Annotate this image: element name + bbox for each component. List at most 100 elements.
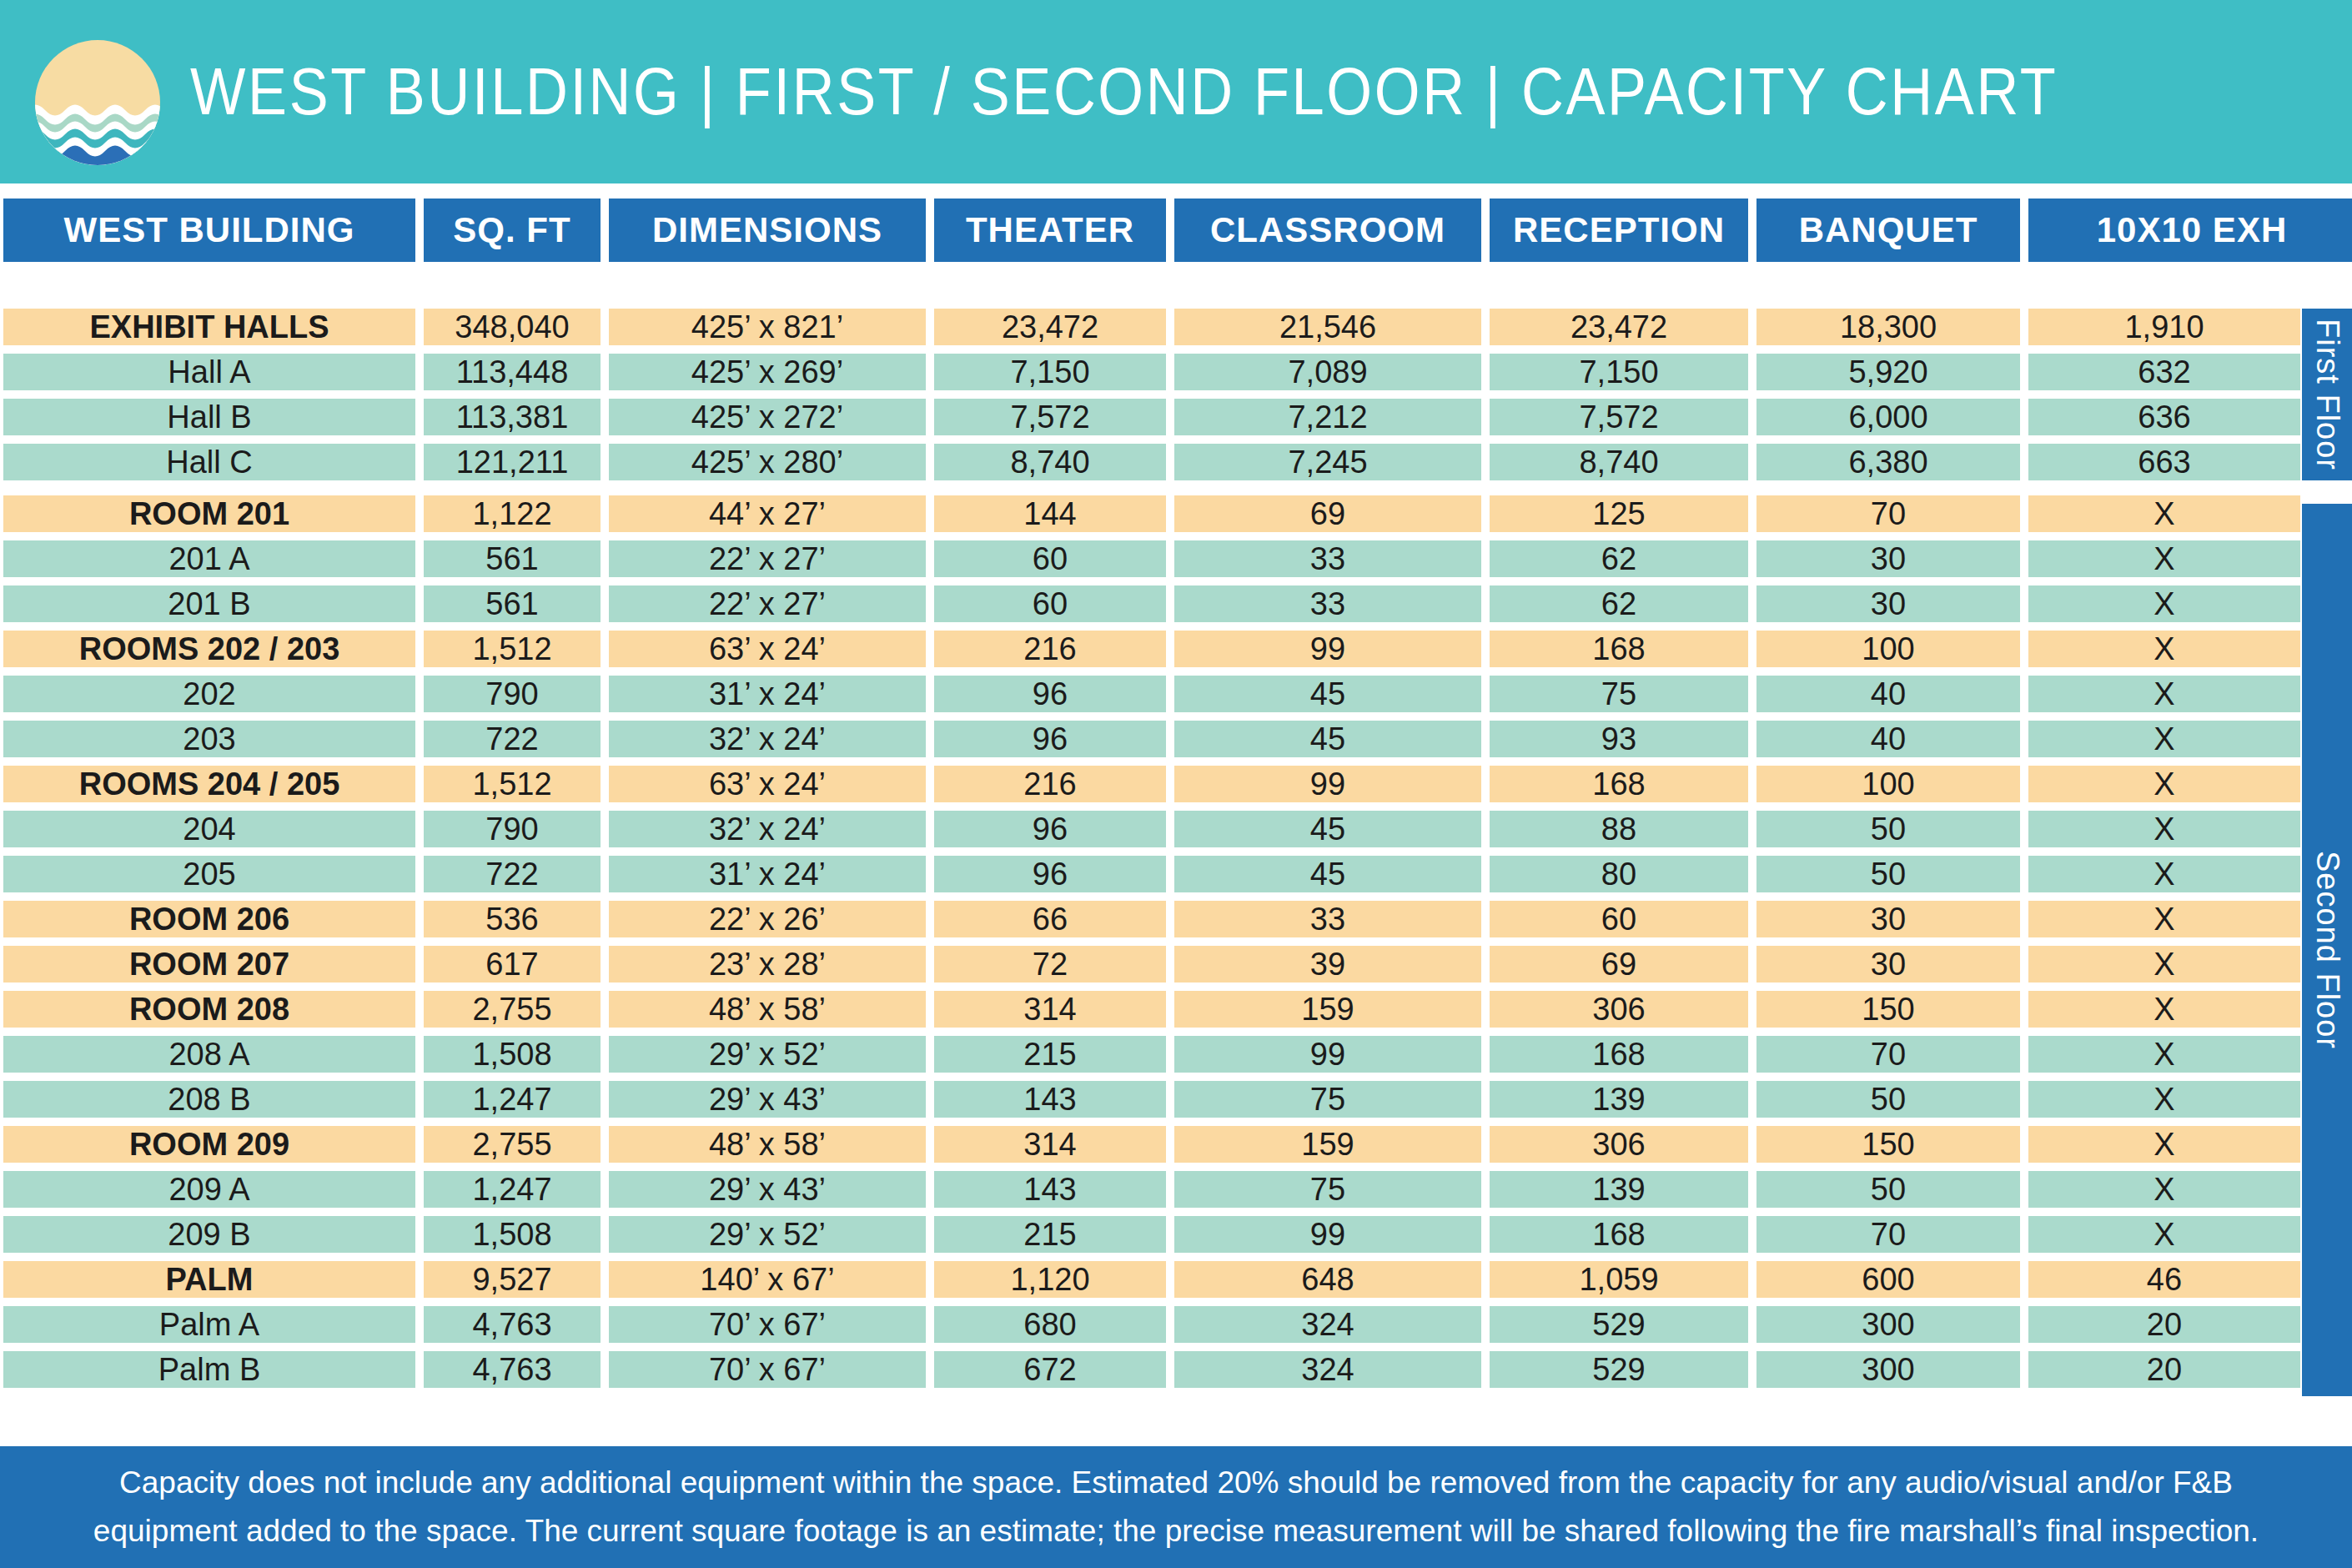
value-cell-theater: 66 bbox=[934, 901, 1166, 937]
value-cell-reception: 168 bbox=[1490, 766, 1748, 802]
value-cell-banquet: 600 bbox=[1756, 1261, 2020, 1298]
value-cell-sq-ft: 348,040 bbox=[424, 309, 601, 345]
value-cell-theater: 8,740 bbox=[934, 444, 1166, 480]
value-cell-classroom: 33 bbox=[1174, 585, 1481, 622]
value-cell-classroom: 99 bbox=[1174, 631, 1481, 667]
first-floor-label: First Floor bbox=[2309, 319, 2345, 470]
value-cell-theater: 96 bbox=[934, 811, 1166, 847]
header-cell-reception: RECEPTION bbox=[1490, 199, 1748, 262]
value-cell-theater: 1,120 bbox=[934, 1261, 1166, 1298]
value-cell-theater: 96 bbox=[934, 856, 1166, 892]
value-cell-theater: 23,472 bbox=[934, 309, 1166, 345]
row-name-cell: 201 A bbox=[3, 540, 415, 577]
value-cell-reception: 75 bbox=[1490, 676, 1748, 712]
value-cell-sq-ft: 1,122 bbox=[424, 495, 601, 532]
header-cell-west-building: WEST BUILDING bbox=[3, 199, 415, 262]
row-name-cell: 209 B bbox=[3, 1216, 415, 1253]
second-floor-label-bar: Second Floor bbox=[2302, 504, 2352, 1396]
row-name-cell: EXHIBIT HALLS bbox=[3, 309, 415, 345]
value-cell-classroom: 324 bbox=[1174, 1306, 1481, 1343]
value-cell-theater: 680 bbox=[934, 1306, 1166, 1343]
row-name-cell: ROOM 209 bbox=[3, 1126, 415, 1163]
value-cell-theater: 144 bbox=[934, 495, 1166, 532]
capacity-chart-page: WEST BUILDING | FIRST / SECOND FLOOR | C… bbox=[0, 0, 2352, 1568]
table-row-201-b: 201 B56122’ x 27’60336230X bbox=[3, 585, 2300, 622]
value-cell-reception: 7,150 bbox=[1490, 354, 1748, 390]
value-cell-theater: 314 bbox=[934, 991, 1166, 1028]
value-cell-sq-ft: 790 bbox=[424, 811, 601, 847]
table-row-hall-a: Hall A113,448425’ x 269’7,1507,0897,1505… bbox=[3, 354, 2300, 390]
value-cell-10x10-exh: X bbox=[2028, 1036, 2300, 1073]
value-cell-theater: 96 bbox=[934, 721, 1166, 757]
value-cell-sq-ft: 121,211 bbox=[424, 444, 601, 480]
value-cell-banquet: 6,380 bbox=[1756, 444, 2020, 480]
table-row-room-206: ROOM 20653622’ x 26’66336030X bbox=[3, 901, 2300, 937]
value-cell-sq-ft: 113,381 bbox=[424, 399, 601, 435]
value-cell-reception: 529 bbox=[1490, 1306, 1748, 1343]
value-cell-reception: 125 bbox=[1490, 495, 1748, 532]
value-cell-dimensions: 70’ x 67’ bbox=[609, 1306, 926, 1343]
row-name-cell: Hall A bbox=[3, 354, 415, 390]
row-name-cell: ROOMS 202 / 203 bbox=[3, 631, 415, 667]
table-row-room-201: ROOM 2011,12244’ x 27’1446912570X bbox=[3, 495, 2300, 532]
footer-note-line2: equipment added to the space. The curren… bbox=[0, 1510, 2352, 1553]
value-cell-10x10-exh: 1,910 bbox=[2028, 309, 2300, 345]
value-cell-reception: 62 bbox=[1490, 540, 1748, 577]
value-cell-dimensions: 29’ x 52’ bbox=[609, 1036, 926, 1073]
row-name-cell: 202 bbox=[3, 676, 415, 712]
value-cell-banquet: 70 bbox=[1756, 1036, 2020, 1073]
header-cell-theater: THEATER bbox=[934, 199, 1166, 262]
table-row-room-208: ROOM 2082,75548’ x 58’314159306150X bbox=[3, 991, 2300, 1028]
value-cell-dimensions: 22’ x 27’ bbox=[609, 540, 926, 577]
value-cell-reception: 529 bbox=[1490, 1351, 1748, 1388]
value-cell-banquet: 50 bbox=[1756, 856, 2020, 892]
table-row-208-b: 208 B1,24729’ x 43’1437513950X bbox=[3, 1081, 2300, 1118]
value-cell-sq-ft: 1,512 bbox=[424, 766, 601, 802]
value-cell-theater: 143 bbox=[934, 1171, 1166, 1208]
value-cell-dimensions: 425’ x 269’ bbox=[609, 354, 926, 390]
value-cell-theater: 672 bbox=[934, 1351, 1166, 1388]
table-row-exhibit-halls: EXHIBIT HALLS348,040425’ x 821’23,47221,… bbox=[3, 309, 2300, 345]
value-cell-10x10-exh: X bbox=[2028, 631, 2300, 667]
table-row-208-a: 208 A1,50829’ x 52’2159916870X bbox=[3, 1036, 2300, 1073]
value-cell-10x10-exh: X bbox=[2028, 991, 2300, 1028]
sun-over-waves-logo bbox=[35, 40, 160, 165]
value-cell-dimensions: 425’ x 280’ bbox=[609, 444, 926, 480]
value-cell-banquet: 6,000 bbox=[1756, 399, 2020, 435]
table-body: EXHIBIT HALLS348,040425’ x 821’23,47221,… bbox=[3, 309, 2300, 1396]
row-name-cell: PALM bbox=[3, 1261, 415, 1298]
value-cell-reception: 88 bbox=[1490, 811, 1748, 847]
row-name-cell: 204 bbox=[3, 811, 415, 847]
value-cell-10x10-exh: X bbox=[2028, 721, 2300, 757]
value-cell-reception: 62 bbox=[1490, 585, 1748, 622]
value-cell-sq-ft: 2,755 bbox=[424, 991, 601, 1028]
header-cell-banquet: BANQUET bbox=[1756, 199, 2020, 262]
value-cell-10x10-exh: X bbox=[2028, 811, 2300, 847]
value-cell-banquet: 30 bbox=[1756, 585, 2020, 622]
value-cell-theater: 215 bbox=[934, 1036, 1166, 1073]
header-cell-classroom: CLASSROOM bbox=[1174, 199, 1481, 262]
row-name-cell: Palm A bbox=[3, 1306, 415, 1343]
value-cell-banquet: 70 bbox=[1756, 1216, 2020, 1253]
value-cell-reception: 7,572 bbox=[1490, 399, 1748, 435]
value-cell-10x10-exh: X bbox=[2028, 585, 2300, 622]
value-cell-reception: 8,740 bbox=[1490, 444, 1748, 480]
value-cell-classroom: 45 bbox=[1174, 856, 1481, 892]
value-cell-theater: 96 bbox=[934, 676, 1166, 712]
row-name-cell: 205 bbox=[3, 856, 415, 892]
row-name-cell: ROOM 208 bbox=[3, 991, 415, 1028]
value-cell-dimensions: 48’ x 58’ bbox=[609, 1126, 926, 1163]
value-cell-dimensions: 32’ x 24’ bbox=[609, 721, 926, 757]
value-cell-theater: 314 bbox=[934, 1126, 1166, 1163]
value-cell-classroom: 7,212 bbox=[1174, 399, 1481, 435]
table-row-209-b: 209 B1,50829’ x 52’2159916870X bbox=[3, 1216, 2300, 1253]
value-cell-theater: 216 bbox=[934, 766, 1166, 802]
value-cell-reception: 139 bbox=[1490, 1081, 1748, 1118]
value-cell-dimensions: 29’ x 43’ bbox=[609, 1171, 926, 1208]
value-cell-classroom: 45 bbox=[1174, 721, 1481, 757]
header-band: WEST BUILDING | FIRST / SECOND FLOOR | C… bbox=[0, 0, 2352, 183]
value-cell-classroom: 21,546 bbox=[1174, 309, 1481, 345]
value-cell-banquet: 50 bbox=[1756, 1171, 2020, 1208]
value-cell-sq-ft: 4,763 bbox=[424, 1306, 601, 1343]
value-cell-banquet: 300 bbox=[1756, 1306, 2020, 1343]
